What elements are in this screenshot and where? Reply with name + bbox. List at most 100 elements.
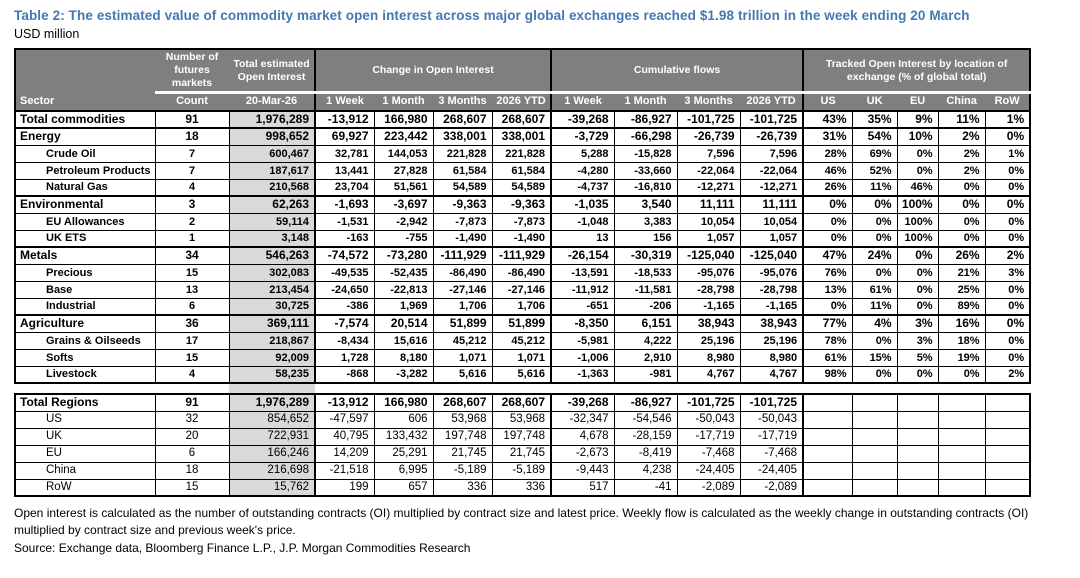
cell: -50,043	[739, 410, 804, 429]
cell: -28,798	[676, 280, 741, 299]
row-label: EU	[14, 444, 156, 463]
cell: -26,739	[739, 127, 804, 146]
cell: 24%	[851, 246, 898, 265]
cell: 606	[373, 410, 434, 429]
col-us: US	[802, 92, 853, 112]
cell: 517	[550, 478, 615, 497]
cell: -5,189	[491, 461, 552, 480]
cell: 35%	[851, 110, 898, 130]
cell: 0%	[984, 178, 1031, 197]
cell: 1%	[984, 110, 1031, 130]
cell: 213,454	[228, 280, 316, 299]
cell: 5,288	[550, 144, 615, 163]
cell: -125,040	[676, 246, 741, 265]
cell: 3	[154, 195, 230, 214]
cell: 0%	[802, 297, 853, 316]
row-label: Total Regions	[14, 393, 156, 412]
table-row: UK 20 722,931 40,795 133,432 197,748 197,748 4,…	[14, 427, 1031, 446]
cell: 28%	[802, 144, 853, 163]
table-row: US 32 854,652 -47,597 606 53,968 53,968 -32,347…	[14, 410, 1031, 429]
cell: -13,912	[314, 110, 375, 130]
cell: 61%	[802, 348, 853, 367]
cell: -2,089	[739, 478, 804, 497]
cell: 268,607	[432, 110, 493, 130]
cell: -22,064	[739, 161, 804, 180]
row-label: Petroleum Products	[14, 161, 156, 180]
col-uk: UK	[852, 92, 898, 112]
header-sector: Sector	[15, 49, 155, 112]
table-row: Crude Oil 7 600,467 32,781 144,053 221,828 221…	[14, 144, 1031, 163]
cell: -1,048	[550, 212, 615, 231]
cell: -13,912	[314, 393, 375, 412]
cell: 338,001	[432, 127, 493, 146]
cell: 10%	[896, 127, 939, 146]
cell: 0%	[937, 212, 986, 231]
cell: 3,148	[228, 229, 316, 248]
cell: -1,693	[314, 195, 375, 214]
cell: 166,980	[373, 393, 434, 412]
row-label: EU Allowances	[14, 212, 156, 231]
cell: 53,968	[491, 410, 552, 429]
cell	[851, 410, 898, 429]
cell: 336	[491, 478, 552, 497]
cell: 1,071	[491, 348, 552, 367]
cell: 11%	[851, 297, 898, 316]
cell: 20,514	[373, 314, 434, 333]
cell: 156	[613, 229, 678, 248]
cell: 6	[154, 297, 230, 316]
cell	[851, 393, 898, 412]
cell: -1,490	[432, 229, 493, 248]
cell: 1,057	[676, 229, 741, 248]
cell: -86,927	[613, 110, 678, 130]
cell: 15	[154, 478, 230, 497]
cell: -111,929	[491, 246, 552, 265]
regions-table-body: Total Regions 91 1,976,289 -13,912 166,980 26…	[14, 393, 1031, 497]
table-units-label: USD million	[14, 27, 80, 41]
cell: 336	[432, 478, 493, 497]
row-label: Precious	[14, 263, 156, 282]
cell: 10,054	[676, 212, 741, 231]
row-label: UK ETS	[14, 229, 156, 248]
cell: 0%	[984, 297, 1031, 316]
cell: 0%	[896, 246, 939, 265]
table-row: Precious 15 302,083 -49,535 -52,435 -86,490 -8…	[14, 263, 1031, 282]
cell: 38,943	[676, 314, 741, 333]
row-label: Livestock	[14, 365, 156, 384]
cell: 2%	[937, 127, 986, 146]
cell: -15,828	[613, 144, 678, 163]
cell: -651	[550, 297, 615, 316]
cell: 1,976,289	[228, 110, 316, 130]
cell: 11,111	[676, 195, 741, 214]
cell: 2	[154, 212, 230, 231]
cell: 199	[314, 478, 375, 497]
cell: -2,089	[676, 478, 741, 497]
table-row: EU Allowances 2 59,114 -1,531 -2,942 -7,873 -7…	[14, 212, 1031, 231]
cell: -50,043	[676, 410, 741, 429]
cell: 34	[154, 246, 230, 265]
cell: 25%	[937, 280, 986, 299]
cell	[802, 461, 853, 480]
cell: 25,196	[739, 331, 804, 350]
cell: 6,995	[373, 461, 434, 480]
cell: 2%	[937, 161, 986, 180]
cell: 0%	[984, 161, 1031, 180]
cell: -3,697	[373, 195, 434, 214]
cell: -12,271	[739, 178, 804, 197]
cell: 268,607	[432, 393, 493, 412]
table-header: Sector Number of futures markets Total e…	[15, 49, 1031, 112]
report-page: Table 2: The estimated value of commodit…	[14, 8, 1032, 555]
cell: -39,268	[550, 393, 615, 412]
cell: 4,767	[676, 365, 741, 384]
cell: 30,725	[228, 297, 316, 316]
cell: 76%	[802, 263, 853, 282]
cell: 8,180	[373, 348, 434, 367]
cell: -28,798	[739, 280, 804, 299]
cell	[984, 461, 1031, 480]
cell: 210,568	[228, 178, 316, 197]
cell: 0%	[984, 331, 1031, 350]
cell: 221,828	[491, 144, 552, 163]
cell: 10,054	[739, 212, 804, 231]
cell	[937, 461, 986, 480]
cell: 15,762	[228, 478, 316, 497]
source-text: Source: Exchange data, Bloomberg Finance…	[14, 540, 471, 555]
